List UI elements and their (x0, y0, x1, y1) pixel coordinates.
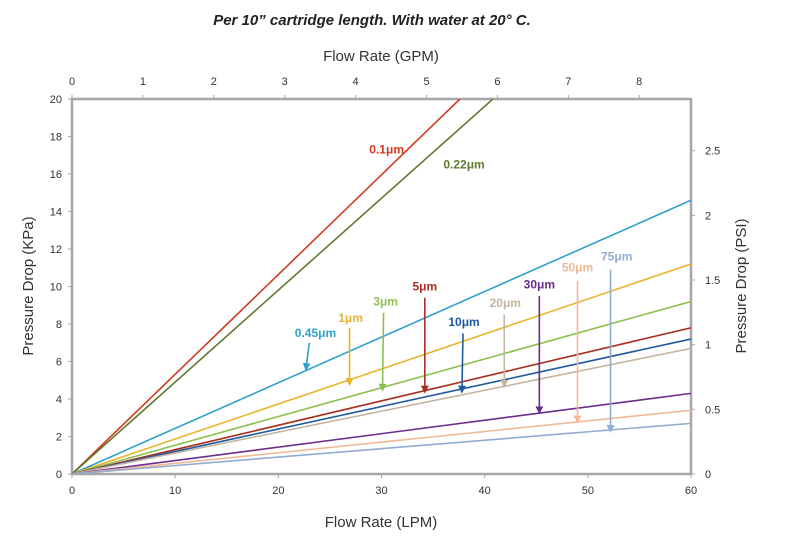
y-tick-label: 12 (50, 244, 62, 256)
x2-tick-label: 4 (353, 76, 359, 88)
x-tick-label: 50 (582, 485, 594, 497)
series-annotation-label: 50μm (562, 261, 593, 275)
x2-tick-label: 6 (494, 76, 500, 88)
y-tick-label: 14 (50, 207, 62, 219)
x-tick-label: 20 (272, 485, 284, 497)
y2-tick-label: 2.5 (705, 146, 720, 158)
series-line (72, 338, 691, 474)
x2-tick-label: 3 (282, 76, 288, 88)
series-annotation-label: 3μm (373, 294, 398, 308)
y-tick-label: 0 (56, 469, 62, 481)
x-tick-label: 60 (685, 485, 697, 497)
y2-tick-label: 2 (705, 210, 711, 222)
x2-tick-label: 8 (636, 76, 642, 88)
left-axis-title: Pressure Drop (KPa) (20, 216, 37, 355)
annotation-arrow (302, 342, 311, 372)
y-tick-label: 8 (56, 319, 62, 331)
series-annotation-label: 0.1μm (369, 142, 404, 156)
series-line (72, 409, 691, 474)
x2-tick-label: 2 (211, 76, 217, 88)
series-annotation-label: 1μm (338, 311, 363, 325)
y-tick-label: 4 (56, 394, 62, 406)
series-line (72, 99, 461, 474)
y-tick-label: 18 (50, 132, 62, 144)
series-annotation-label: 0.45μm (295, 326, 336, 340)
bottom-axis-title: Flow Rate (LPM) (325, 514, 438, 531)
y2-tick-label: 1 (705, 340, 711, 352)
series-line (72, 392, 691, 474)
x2-tick-label: 5 (423, 76, 429, 88)
series-annotation-label: 5μm (412, 279, 437, 293)
series-annotation-label: 75μm (601, 249, 632, 263)
series-annotation-label: 20μm (490, 296, 521, 310)
x-tick-label: 40 (479, 485, 491, 497)
series-annotation-label: 10μm (448, 315, 479, 329)
y2-tick-label: 0 (705, 469, 711, 481)
series-line (72, 347, 691, 474)
x-tick-label: 10 (169, 485, 181, 497)
right-axis-title: Pressure Drop (PSI) (733, 218, 750, 353)
annotation-arrow (378, 312, 387, 392)
top-axis-title: Flow Rate (GPM) (323, 48, 439, 65)
series-line (72, 326, 691, 474)
axes: 0 10 20 30 40 50 600 1 2 3 4 5 6 7 8024681012141618200… (50, 76, 721, 497)
series-line (72, 199, 691, 474)
x-tick-label: 30 (375, 485, 387, 497)
chart-title: Per 10” cartridge length. With water at … (213, 12, 531, 29)
series-annotation-label: 30μm (524, 277, 555, 291)
y2-tick-label: 0.5 (705, 404, 720, 416)
y-tick-label: 2 (56, 432, 62, 444)
y-tick-label: 16 (50, 169, 62, 181)
series-line (72, 263, 691, 474)
series-annotation-label: 0.22μm (443, 157, 484, 171)
y-tick-label: 20 (50, 94, 62, 106)
annotation-arrow (458, 333, 467, 394)
x2-tick-label: 1 (140, 76, 146, 88)
x2-tick-label: 7 (565, 76, 571, 88)
y-tick-label: 6 (56, 357, 62, 369)
series-line (72, 99, 494, 474)
y2-tick-label: 1.5 (705, 275, 720, 287)
y-tick-label: 10 (50, 282, 62, 294)
x2-tick-label: 0 (69, 76, 75, 88)
series-line (72, 422, 691, 474)
x-tick-label: 0 (69, 485, 75, 497)
series-lines (72, 99, 691, 474)
